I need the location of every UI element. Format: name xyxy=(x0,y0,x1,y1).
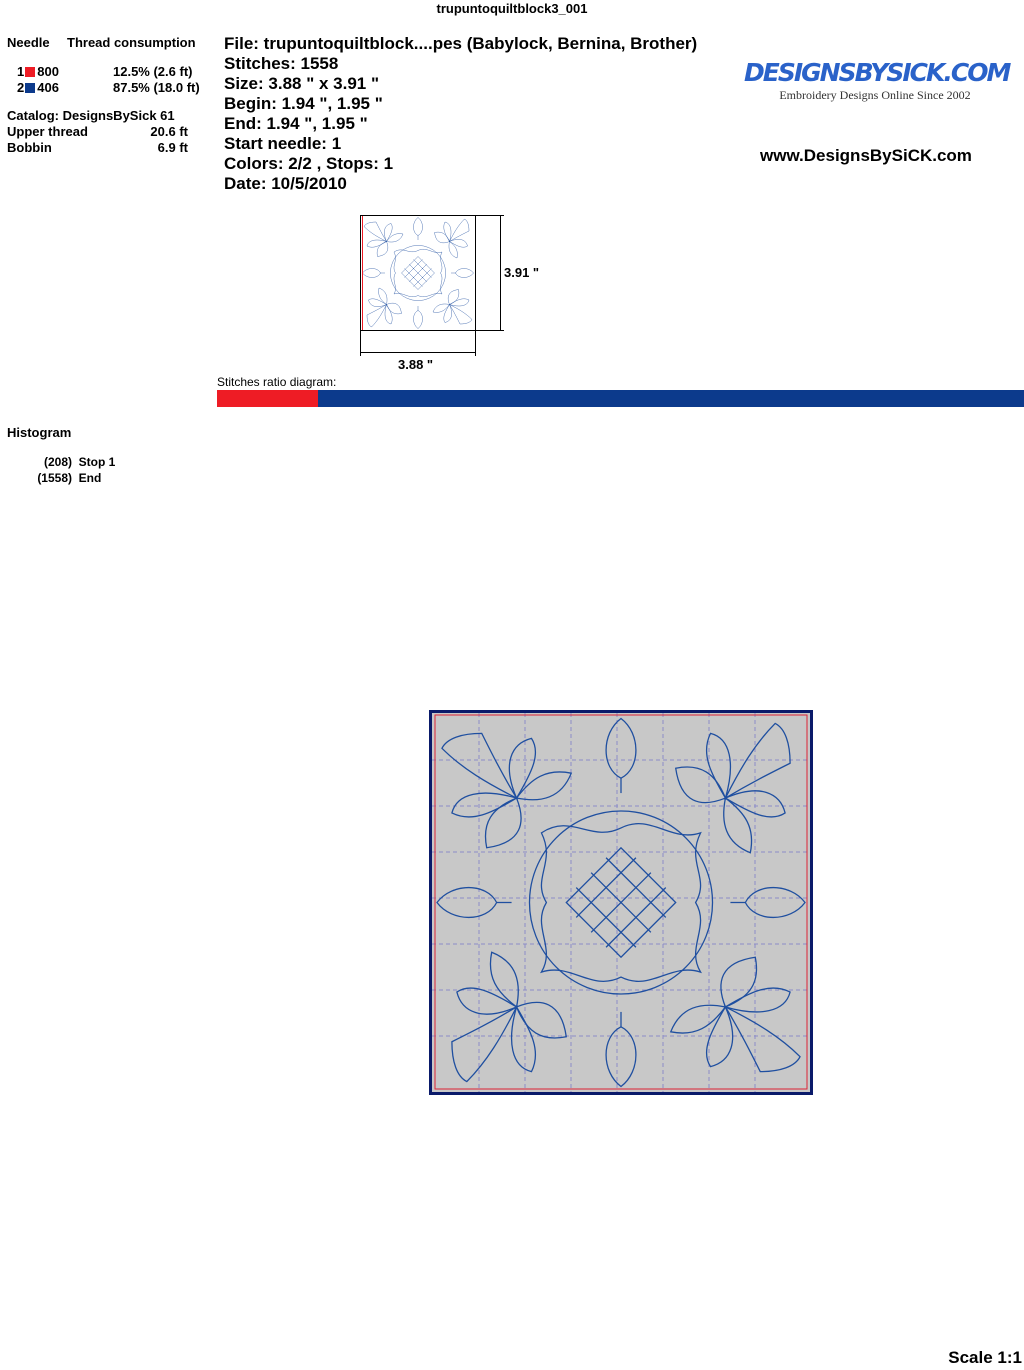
upper-thread-value: 20.6 ft xyxy=(150,124,188,139)
start-needle-info: Start needle: 1 xyxy=(224,134,342,153)
thread-header: Thread consumption xyxy=(67,35,196,50)
upper-thread-label: Upper thread xyxy=(7,124,88,139)
website: www.DesignsBySiCK.com xyxy=(760,146,972,165)
width-dimension-line xyxy=(361,352,475,353)
thread-usage: 87.5% (18.0 ft) xyxy=(113,80,200,95)
size-info: Size: 3.88 " x 3.91 " xyxy=(224,74,380,93)
logo-tagline: Embroidery Designs Online Since 2002 xyxy=(779,88,971,102)
ratio-segment-color1 xyxy=(217,390,318,407)
histogram-row: (1558) End xyxy=(0,470,200,486)
thread-code: 800 xyxy=(37,64,59,79)
end-info: End: 1.94 ", 1.95 " xyxy=(224,114,368,133)
ratio-label: Stitches ratio diagram: xyxy=(217,375,337,389)
date-info: Date: 10/5/2010 xyxy=(224,174,347,193)
stitches-ratio-bar xyxy=(217,390,1024,407)
needle-row: 1 800 12.5% (2.6 ft) xyxy=(17,64,217,80)
file-info: File: trupuntoquiltblock....pes (Babyloc… xyxy=(224,34,698,53)
design-info: File: trupuntoquiltblock....pes (Babyloc… xyxy=(224,34,697,194)
needle-row: 2 406 87.5% (18.0 ft) xyxy=(17,80,217,96)
height-label: 3.91 " xyxy=(504,265,540,280)
histogram-row: (208) Stop 1 xyxy=(0,454,200,470)
begin-info: Begin: 1.94 ", 1.95 " xyxy=(224,94,383,113)
preview-grid xyxy=(432,713,810,1092)
page-title: trupuntoquiltblock3_001 xyxy=(436,1,588,16)
preview-drawing xyxy=(437,718,805,1086)
color-swatch xyxy=(25,83,36,93)
width-label: 3.88 " xyxy=(398,357,434,372)
thread-code: 406 xyxy=(37,80,59,95)
scale-label: Scale 1:1 xyxy=(948,1348,1022,1367)
height-dimension-line xyxy=(500,216,501,330)
needle-num: 2 xyxy=(17,80,25,95)
upper-thread-row: Upper thread 20.6 ft xyxy=(7,124,192,140)
color-swatch xyxy=(25,67,36,77)
bobbin-row: Bobbin 6.9 ft xyxy=(7,140,192,156)
histogram-count: (208) xyxy=(43,455,72,469)
logo: DESIGNSBYSICK.COM Embroidery Designs Onl… xyxy=(744,58,1011,102)
thumbnail-drawing xyxy=(361,216,475,330)
histogram-label: Stop 1 xyxy=(78,455,116,469)
histogram-label: End xyxy=(78,471,102,485)
logo-name: DESIGNSBYSICK.COM xyxy=(744,58,1011,87)
histogram-count: (1558) xyxy=(37,471,72,485)
bobbin-value: 6.9 ft xyxy=(157,140,188,155)
design-preview xyxy=(429,710,813,1095)
histogram-list: (208) Stop 1 (1558) End xyxy=(0,454,200,486)
thread-usage: 12.5% (2.6 ft) xyxy=(113,64,193,79)
needle-list: 1 800 12.5% (2.6 ft) 2 406 87.5% (18.0 ft) xyxy=(17,64,217,96)
design-thumbnail xyxy=(360,215,476,331)
stitches-info: Stitches: 1558 xyxy=(224,54,339,73)
catalog-block: Catalog: DesignsBySick 61 Upper thread 20… xyxy=(7,108,192,156)
needle-header: Needle xyxy=(7,35,50,50)
histogram-title: Histogram xyxy=(7,425,72,440)
needle-num: 1 xyxy=(17,64,25,79)
catalog: Catalog: DesignsBySick 61 xyxy=(7,108,175,123)
colors-info: Colors: 2/2 , Stops: 1 xyxy=(224,154,394,173)
bobbin-label: Bobbin xyxy=(7,140,52,155)
